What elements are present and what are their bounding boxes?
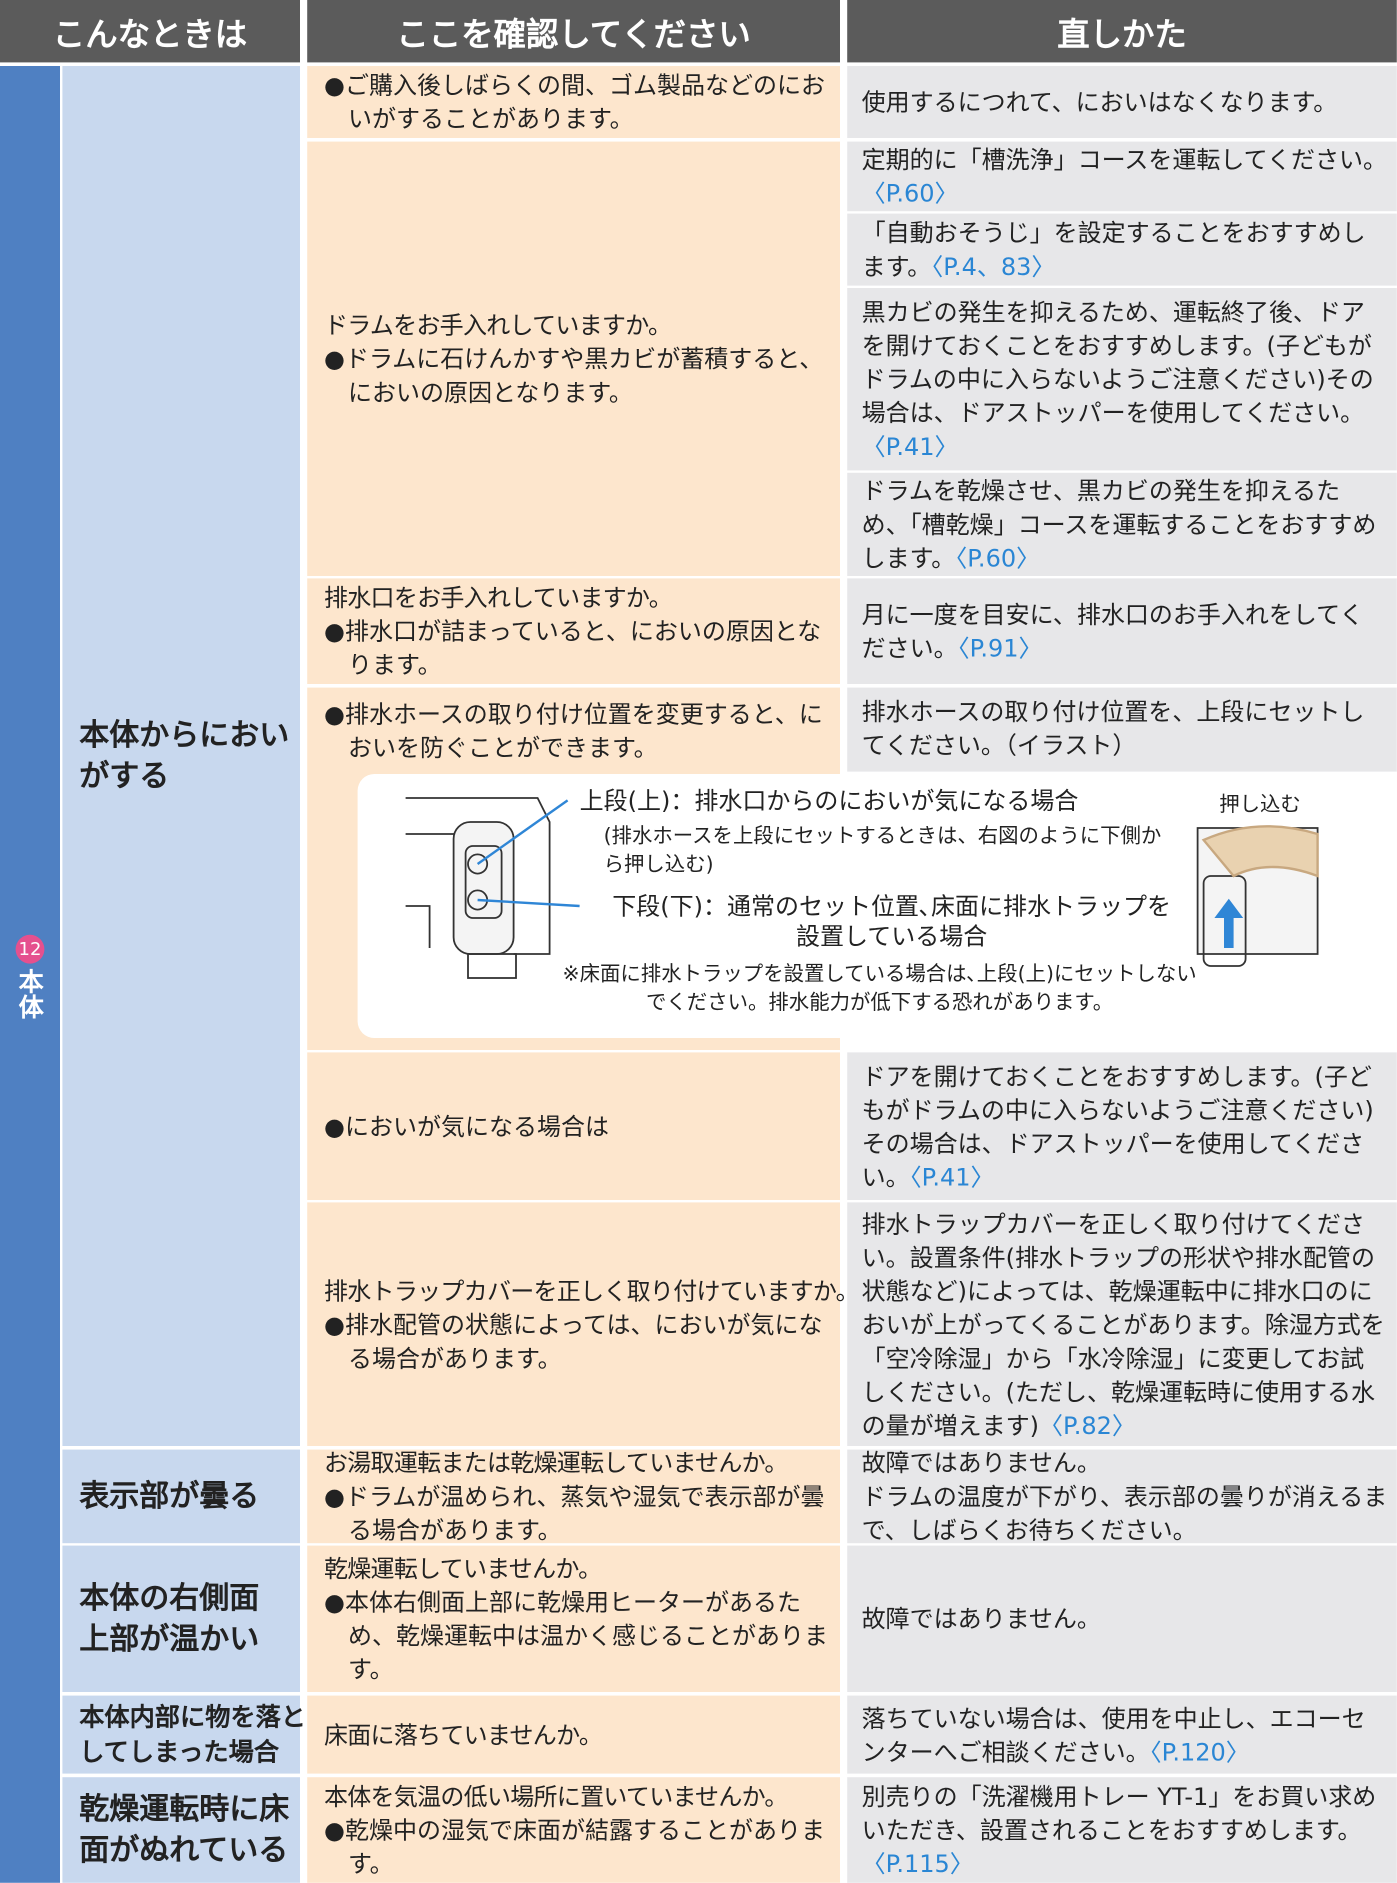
symptom: 表示部が曇る xyxy=(62,1449,301,1544)
remedy-cell: 別売りの「洗濯機用トレー YT-1」をお買い求めいただき、設置されることをおすす… xyxy=(847,1777,1397,1883)
check-heading: 排水トラップカバーを正しく取り付けていますか。 xyxy=(324,1276,860,1305)
symptom: 本体の右側面 上部が温かい xyxy=(62,1545,301,1693)
check-cell: 本体を気温の低い場所に置いていませんか。 ●乾燥中の湿気で床面が結露することがあり… xyxy=(307,1777,841,1883)
remedy-text: 排水トラップカバーを正しく取り付けてください。設置条件(排水トラップの形状や排水… xyxy=(862,1207,1388,1442)
remedy-body: 落ちていない場合は、使用を中止し、エコーセンターへご相談ください。 xyxy=(861,1703,1366,1766)
remedy-body: 定期的に「槽洗浄」コースを運転してください。 xyxy=(861,145,1387,174)
remedy-cell: 排水トラップカバーを正しく取り付けてください。設置条件(排水トラップの形状や排水… xyxy=(847,1202,1397,1446)
push-label: 押し込む xyxy=(1219,793,1301,818)
remedy-cell: 落ちていない場合は、使用を中止し、エコーセンターへご相談ください。〈P.120〉 xyxy=(847,1695,1397,1774)
check-heading: 乾燥運転していませんか。 xyxy=(324,1554,602,1583)
check-bullet: ●排水配管の状態によっては、においが気になる場合があります。 xyxy=(324,1309,823,1373)
remedy-text: ドラムを乾燥させ、黒カビの発生を抑えるため、「槽乾燥」コースを運転することをおす… xyxy=(862,474,1388,575)
page-ref: 〈P.91〉 xyxy=(957,633,1043,663)
page-ref: 〈P.82〉 xyxy=(1038,1410,1136,1440)
remedy-body: 排水トラップカバーを正しく取り付けてください。設置条件(排水トラップの形状や排水… xyxy=(861,1209,1385,1440)
check-cell: 床面に落ちていませんか。 xyxy=(307,1695,841,1774)
remedy-body: 排水ホースの取り付け位置を、上段にセットしてください。（イラスト） xyxy=(861,697,1365,760)
lower-label: 下段(下)：通常のセット位置､床面に排水トラップを設置している場合 xyxy=(612,891,1171,951)
remedy-cell: 月に一度を目安に、排水口のお手入れをしてください。〈P.91〉 xyxy=(847,578,1397,684)
upper-label: 上段(上)：排水口からのにおいが気になる場合 xyxy=(579,786,1079,815)
remedy-body: 使用するにつれて、においはなくなります。 xyxy=(861,87,1338,117)
remedy-text: 故障ではありません。 ドラムの温度が下がり、表示部の曇りが消えるまで、しばらくお… xyxy=(862,1446,1388,1547)
check-heading: お湯取運転または乾燥運転していませんか。 xyxy=(324,1448,788,1478)
page-ref: 〈P.115〉 xyxy=(861,1849,974,1879)
check-bullet: ●排水口が詰まっていると、においの原因となります。 xyxy=(324,616,822,680)
section-number: 12 xyxy=(15,934,45,964)
check-bullet: ●ご購入後しばらくの間、ゴム製品などのにおいがすることがあります。 xyxy=(324,70,825,134)
page-ref: 〈P.41〉 xyxy=(909,1162,995,1191)
upper-note: (排水ホースを上段にセットするときは、右図のように下側から押し込む) xyxy=(603,824,1162,878)
header-cell: 直しかた xyxy=(847,0,1397,63)
remedy-body: 「自動おそうじ」を設定することをおすすめします。 xyxy=(861,218,1366,281)
illustration-drawing xyxy=(405,797,1319,979)
check-cell: ●においが気になる場合は xyxy=(307,1052,841,1200)
remedy-text: 黒カビの発生を抑えるため、運転終了後、ドアを開けておくことをおすすめします。(子… xyxy=(862,295,1388,463)
remedy-cell: 「自動おそうじ」を設定することをおすすめします。〈P.4、83〉 xyxy=(847,213,1397,286)
remedy-text: 定期的に「槽洗浄」コースを運転してください。〈P.60〉 xyxy=(862,143,1388,210)
remedy-cell: ドラムを乾燥させ、黒カビの発生を抑えるため、「槽乾燥」コースを運転することをおす… xyxy=(847,472,1397,576)
remedy-text: 排水ホースの取り付け位置を、上段にセットしてください。（イラスト） xyxy=(862,695,1388,762)
caution-note: ※床面に排水トラップを設置している場合は､上段(上)にセットしないでください。排… xyxy=(562,962,1197,1016)
page-ref: 〈P.41〉 xyxy=(861,432,959,461)
section-label: 本体 xyxy=(15,968,45,1019)
remedy-text: 「自動おそうじ」を設定することをおすすめします。〈P.4、83〉 xyxy=(862,216,1388,283)
remedy-cell: 黒カビの発生を抑えるため、運転終了後、ドアを開けておくことをおすすめします。(子… xyxy=(847,288,1397,471)
check-cell: ●ご購入後しばらくの間、ゴム製品などのにおいがすることがあります。 xyxy=(307,66,841,138)
check-cell: ドラムをお手入れしていますか。 ●ドラムに石けんかすや黒カビが蓄積すると、においの… xyxy=(307,141,841,576)
page-ref: 〈P.60〉 xyxy=(955,543,1041,573)
header-cell: ここを確認してください xyxy=(307,0,841,63)
check-bullet: ●ドラムが温められ、蒸気や湿気で表示部が曇る場合があります。 xyxy=(324,1482,825,1545)
remedy-body: 別売りの「洗濯機用トレー YT-1」をお買い求めいただき、設置されることをおすす… xyxy=(861,1782,1377,1845)
check-heading: 本体を気温の低い場所に置いていませんか。 xyxy=(324,1782,788,1811)
remedy-body: 故障ではありません。 xyxy=(861,1604,1101,1634)
check-cell: 排水口をお手入れしていますか。 ●排水口が詰まっていると、においの原因となります。 xyxy=(307,578,841,684)
page-ref: 〈P.120〉 xyxy=(1149,1737,1250,1766)
remedy-cell: 故障ではありません。 ドラムの温度が下がり、表示部の曇りが消えるまで、しばらくお… xyxy=(847,1448,1397,1544)
check-cell: お湯取運転または乾燥運転していませんか。 ●ドラムが温められ、蒸気や湿気で表示部が… xyxy=(307,1448,841,1545)
check-heading: 床面に落ちていませんか。 xyxy=(324,1720,603,1750)
remedy-text: 別売りの「洗濯機用トレー YT-1」をお買い求めいただき、設置されることをおすす… xyxy=(862,1780,1388,1881)
check-heading: 排水口をお手入れしていますか。 xyxy=(324,583,673,612)
symptom: 乾燥運転時に床 面がぬれている xyxy=(62,1777,301,1883)
remedy-text: 落ちていない場合は、使用を中止し、エコーセンターへご相談ください。〈P.120〉 xyxy=(862,1701,1388,1768)
check-heading: ドラムをお手入れしていますか。 xyxy=(324,310,672,340)
remedy-cell: 使用するにつれて、においはなくなります。 xyxy=(847,66,1397,138)
check-bullet: ●ドラムに石けんかすや黒カビが蓄積すると、においの原因となります。 xyxy=(324,344,824,407)
remedy-cell: 排水ホースの取り付け位置を、上段にセットしてください。（イラスト） xyxy=(847,687,1397,772)
check-bullet: ●においが気になる場合は xyxy=(324,1111,609,1141)
check-bullet: ●排水ホースの取り付け位置を変更すると、においを防ぐことができます。 xyxy=(324,699,823,762)
remedy-text: ドアを開けておくことをおすすめします。(子どもがドラムの中に入らないようご注意く… xyxy=(862,1059,1388,1193)
remedy-body: 故障ではありません。 ドラムの温度が下がり、表示部の曇りが消えるまで、しばらくお… xyxy=(861,1448,1388,1545)
remedy-body: 月に一度を目安に、排水口のお手入れをしてください。 xyxy=(861,600,1364,663)
symptom: 本体からにおい がする xyxy=(62,66,301,1446)
section-tab: 12 本体 xyxy=(0,66,61,1883)
illustration-box: 上段(上)：排水口からのにおいが気になる場合 (排水ホースを上段にセットするときは… xyxy=(357,774,1369,1038)
remedy-body: 黒カビの発生を抑えるため、運転終了後、ドアを開けておくことをおすすめします。(子… xyxy=(861,297,1374,428)
remedy-text: 月に一度を目安に、排水口のお手入れをしてください。〈P.91〉 xyxy=(862,598,1388,665)
symptom: 本体内部に物を落と してしまった場合 xyxy=(62,1695,306,1774)
remedy-text: 使用するにつれて、においはなくなります。 xyxy=(862,85,1388,119)
remedy-body: ドアを開けておくことをおすすめします。(子どもがドラムの中に入らないようご注意く… xyxy=(861,1061,1374,1191)
page-ref: 〈P.60〉 xyxy=(861,178,959,208)
remedy-cell: ドアを開けておくことをおすすめします。(子どもがドラムの中に入らないようご注意く… xyxy=(847,1052,1397,1200)
remedy-body: ドラムを乾燥させ、黒カビの発生を抑えるため、「槽乾燥」コースを運転することをおす… xyxy=(861,476,1377,573)
header-cell: こんなときは xyxy=(0,0,300,63)
check-cell: 乾燥運転していませんか。 ●本体右側面上部に乾燥用ヒーターがあるため、乾燥運転中は… xyxy=(307,1545,841,1693)
remedy-text: 故障ではありません。 xyxy=(862,1602,1388,1636)
check-cell: 排水トラップカバーを正しく取り付けていますか。 ●排水配管の状態によっては、におい… xyxy=(307,1202,860,1446)
check-bullet: ●本体右側面上部に乾燥用ヒーターがあるため、乾燥運転中は温かく感じることがありま… xyxy=(324,1587,829,1684)
remedy-cell: 定期的に「槽洗浄」コースを運転してください。〈P.60〉 xyxy=(847,141,1397,212)
remedy-cell: 故障ではありません。 xyxy=(847,1545,1397,1693)
check-bullet: ●乾燥中の湿気で床面が結露することがあります。 xyxy=(324,1815,825,1879)
page-ref: 〈P.4、83〉 xyxy=(931,252,1056,281)
